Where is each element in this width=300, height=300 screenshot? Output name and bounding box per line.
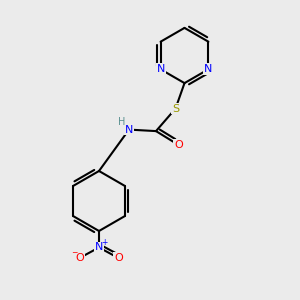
Text: N: N (95, 242, 103, 253)
Text: O: O (114, 253, 123, 263)
Text: −: − (71, 248, 77, 257)
Text: N: N (156, 64, 165, 74)
Text: S: S (172, 103, 179, 114)
Text: O: O (75, 253, 84, 263)
Text: N: N (204, 64, 213, 74)
Text: N: N (125, 124, 133, 135)
Text: H: H (118, 117, 125, 127)
Text: +: + (101, 238, 108, 247)
Text: O: O (174, 140, 183, 150)
